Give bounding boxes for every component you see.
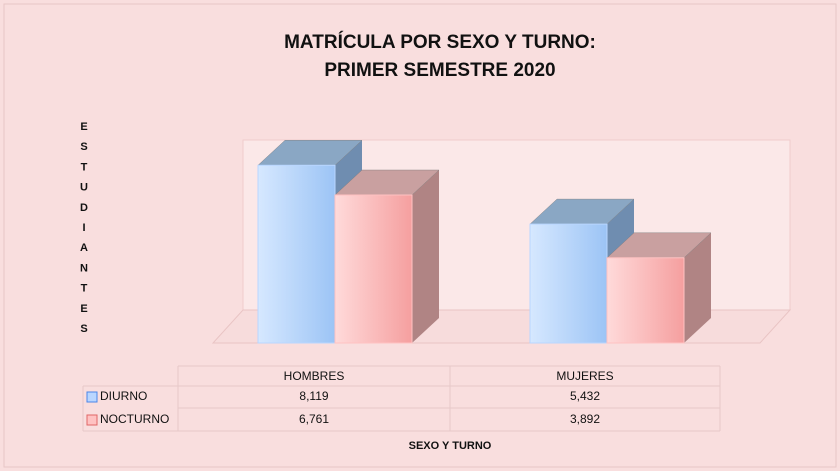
x-tick-label: HOMBRES [284, 369, 345, 383]
bar-side [684, 232, 711, 343]
x-tick-label: MUJERES [556, 369, 613, 383]
bar-front [529, 223, 608, 344]
legend-label: DIURNO [100, 389, 147, 403]
data-label: 6,761 [299, 412, 329, 426]
bar [606, 232, 712, 344]
legend-swatch [86, 414, 98, 426]
frame [3, 3, 837, 468]
bar-front [257, 164, 336, 344]
x-axis-label: SEXO Y TURNO [409, 440, 492, 452]
bar-front [606, 257, 685, 344]
chart-title: PRIMER SEMESTRE 2020 [324, 60, 555, 81]
legend-label: NOCTURNO [100, 412, 169, 426]
data-label: 3,892 [570, 412, 600, 426]
bar-front [334, 194, 413, 344]
data-label: 8,119 [299, 389, 328, 403]
data-label: 5,432 [570, 389, 600, 403]
legend-swatch [86, 391, 98, 403]
bar-side [412, 170, 439, 343]
bar [334, 169, 440, 344]
chart-title: MATRÍCULA POR SEXO Y TURNO: [284, 31, 596, 53]
